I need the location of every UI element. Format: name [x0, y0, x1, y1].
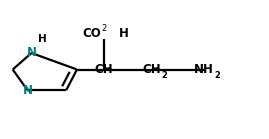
Text: N: N	[22, 84, 33, 97]
Text: 2: 2	[162, 70, 168, 80]
Text: CH: CH	[94, 63, 113, 76]
Text: NH: NH	[194, 63, 214, 76]
Text: H: H	[38, 34, 47, 44]
Text: 2: 2	[214, 70, 220, 80]
Text: H: H	[118, 27, 128, 40]
Text: CH: CH	[143, 63, 161, 76]
Text: N: N	[26, 46, 37, 59]
Text: $_2$: $_2$	[101, 21, 108, 34]
Text: CO: CO	[82, 27, 101, 40]
